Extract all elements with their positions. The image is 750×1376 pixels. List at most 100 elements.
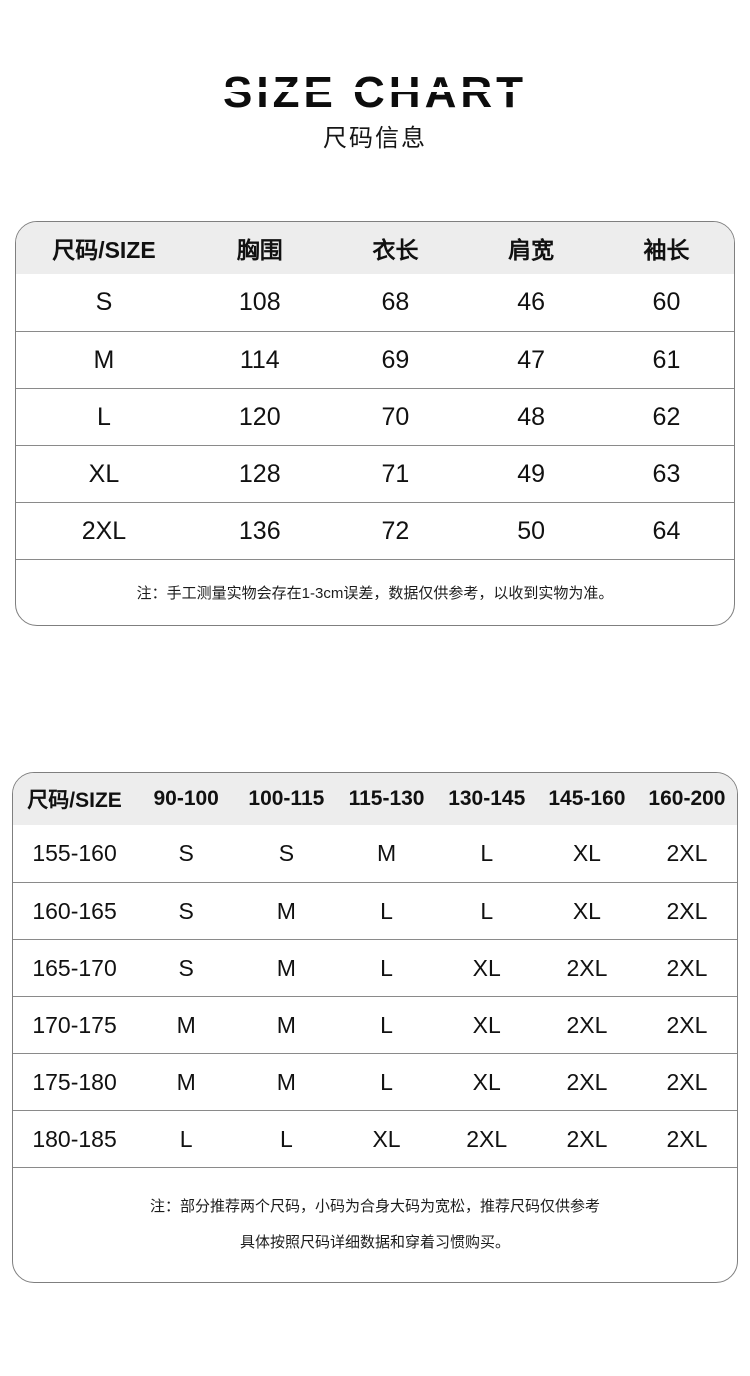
- recommendation-note-line-1: 注：部分推荐两个尺码，小码为合身大码为宽松，推荐尺码仅供参考: [149, 1198, 600, 1215]
- table-cell: XL: [472, 954, 501, 981]
- recommendation-table-note: 注：部分推荐两个尺码，小码为合身大码为宽松，推荐尺码仅供参考 具体按照尺码详细数…: [13, 1167, 737, 1282]
- table-cell: S: [178, 954, 194, 981]
- recommendation-table-header-cell: 130-145: [448, 787, 526, 810]
- table-cell: M: [276, 954, 296, 981]
- table-cell: 128: [238, 459, 281, 488]
- table-cell: L: [380, 954, 393, 981]
- measurement-table-note: 注：手工测量实物会存在1-3cm误差，数据仅供参考，以收到实物为准。: [16, 559, 734, 625]
- table-cell: XL: [372, 1125, 401, 1152]
- table-cell: 108: [238, 288, 281, 316]
- table-cell: 70: [381, 402, 410, 431]
- table-cell: 155-160: [32, 840, 117, 866]
- table-cell: 50: [517, 516, 546, 545]
- table-cell: 64: [652, 516, 681, 545]
- table-cell: 72: [381, 516, 410, 545]
- table-row: 170-175 M M L XL 2XL 2XL: [13, 996, 737, 1053]
- table-cell: 114: [239, 345, 280, 374]
- table-cell: M: [376, 840, 397, 866]
- table-cell: 136: [238, 516, 281, 545]
- table-cell: 69: [381, 345, 410, 374]
- table-cell: 71: [381, 459, 410, 488]
- table-row: 175-180 M M L XL 2XL 2XL: [13, 1053, 737, 1110]
- table-cell: S: [95, 288, 113, 316]
- table-cell: M: [276, 1068, 296, 1095]
- recommendation-table-header-cell: 100-115: [248, 787, 325, 810]
- recommendation-table-header-row: 尺码/SIZE 90-100 100-115 115-130 130-145 145-16…: [13, 773, 737, 825]
- table-row: 160-165 S M L L XL 2XL: [13, 882, 737, 939]
- table-cell: 68: [381, 288, 410, 316]
- table-cell: L: [97, 402, 111, 431]
- table-cell: 160-165: [32, 897, 117, 924]
- measurement-table-header-row: 尺码/SIZE 胸围 衣长 肩宽 袖长: [16, 222, 734, 274]
- table-row: 165-170 S M L XL 2XL 2XL: [13, 939, 737, 996]
- table-cell: 62: [652, 402, 681, 431]
- table-row: M 114 69 47 61: [16, 331, 734, 388]
- recommendation-note-line-2: 具体按照尺码详细数据和穿着习惯购买。: [239, 1234, 510, 1251]
- table-cell: 165-170: [32, 954, 117, 981]
- table-cell: 175-180: [32, 1068, 117, 1095]
- table-cell: 2XL: [666, 1068, 708, 1095]
- table-cell: L: [279, 1125, 293, 1152]
- measurement-table-header-cell: 尺码/SIZE: [52, 237, 156, 263]
- table-row: 180-185 L L XL 2XL 2XL 2XL: [13, 1110, 737, 1167]
- measurement-table: 尺码/SIZE 胸围 衣长 肩宽 袖长 S 108 68 46 60 M 114 69 47 61 L 120…: [15, 221, 735, 626]
- table-row: L 120 70 48 62: [16, 388, 734, 445]
- table-cell: S: [178, 897, 194, 924]
- table-cell: L: [380, 897, 393, 924]
- table-cell: 2XL: [666, 954, 708, 981]
- table-cell: 49: [517, 459, 546, 488]
- table-cell: L: [179, 1125, 193, 1152]
- table-cell: L: [380, 1011, 393, 1038]
- recommendation-table-header-cell: 尺码/SIZE: [27, 789, 122, 812]
- table-cell: 2XL: [666, 897, 708, 924]
- table-row: S 108 68 46 60: [16, 274, 734, 331]
- table-cell: 2XL: [666, 840, 708, 866]
- table-cell: XL: [572, 840, 601, 866]
- table-row: XL 128 71 49 63: [16, 445, 734, 502]
- recommendation-table-header-cell: 90-100: [153, 787, 219, 810]
- table-cell: 170-175: [32, 1011, 117, 1038]
- table-cell: 120: [238, 402, 281, 431]
- table-cell: 2XL: [666, 1125, 708, 1152]
- recommendation-table: 尺码/SIZE 90-100 100-115 115-130 130-145 145-16…: [12, 772, 738, 1283]
- table-cell: 2XL: [81, 516, 127, 545]
- recommendation-table-header-cell: 145-160: [548, 787, 626, 810]
- table-cell: 47: [517, 345, 546, 374]
- measurement-table-header-cell: 袖长: [643, 237, 690, 263]
- table-cell: XL: [472, 1068, 501, 1095]
- measurement-table-header-cell: 胸围: [236, 237, 283, 263]
- measurement-table-header-cell: 肩宽: [508, 237, 555, 263]
- table-cell: 2XL: [566, 1125, 608, 1152]
- table-cell: S: [178, 840, 194, 866]
- table-cell: 63: [652, 459, 681, 488]
- page-header: SIZE CHART 尺码信息: [0, 0, 750, 155]
- table-cell: XL: [572, 897, 601, 924]
- measurement-table-body: S 108 68 46 60 M 114 69 47 61 L 120 70 48 62 XL 128 71 49 6…: [16, 274, 734, 559]
- table-cell: XL: [88, 459, 120, 488]
- table-row: 2XL 136 72 50 64: [16, 502, 734, 559]
- table-cell: 2XL: [566, 1068, 608, 1095]
- table-cell: M: [276, 1011, 296, 1038]
- table-cell: 48: [517, 402, 546, 431]
- table-cell: 2XL: [466, 1125, 508, 1152]
- table-cell: M: [176, 1068, 196, 1095]
- recommendation-table-header-cell: 115-130: [348, 787, 425, 810]
- page-title: SIZE CHART: [211, 68, 539, 117]
- recommendation-table-header-cell: 160-200: [648, 787, 726, 810]
- table-cell: S: [278, 840, 295, 866]
- table-cell: M: [276, 897, 296, 924]
- table-cell: 60: [652, 288, 681, 316]
- page-subtitle: 尺码信息: [323, 125, 427, 152]
- table-cell: M: [93, 345, 115, 374]
- table-cell: L: [480, 897, 494, 924]
- table-cell: 46: [517, 288, 546, 316]
- table-cell: 2XL: [566, 954, 608, 981]
- measurement-table-header-cell: 衣长: [372, 237, 419, 263]
- measurement-note-text: 注：手工测量实物会存在1-3cm误差，数据仅供参考，以收到实物为准。: [136, 585, 614, 602]
- recommendation-table-body: 155-160 S S M L XL 2XL 160-165 S M L L XL 2XL 165-170 S…: [13, 825, 737, 1167]
- table-cell: 61: [652, 345, 681, 374]
- table-cell: 2XL: [666, 1011, 708, 1038]
- table-cell: L: [480, 840, 494, 866]
- table-cell: 180-185: [32, 1125, 117, 1152]
